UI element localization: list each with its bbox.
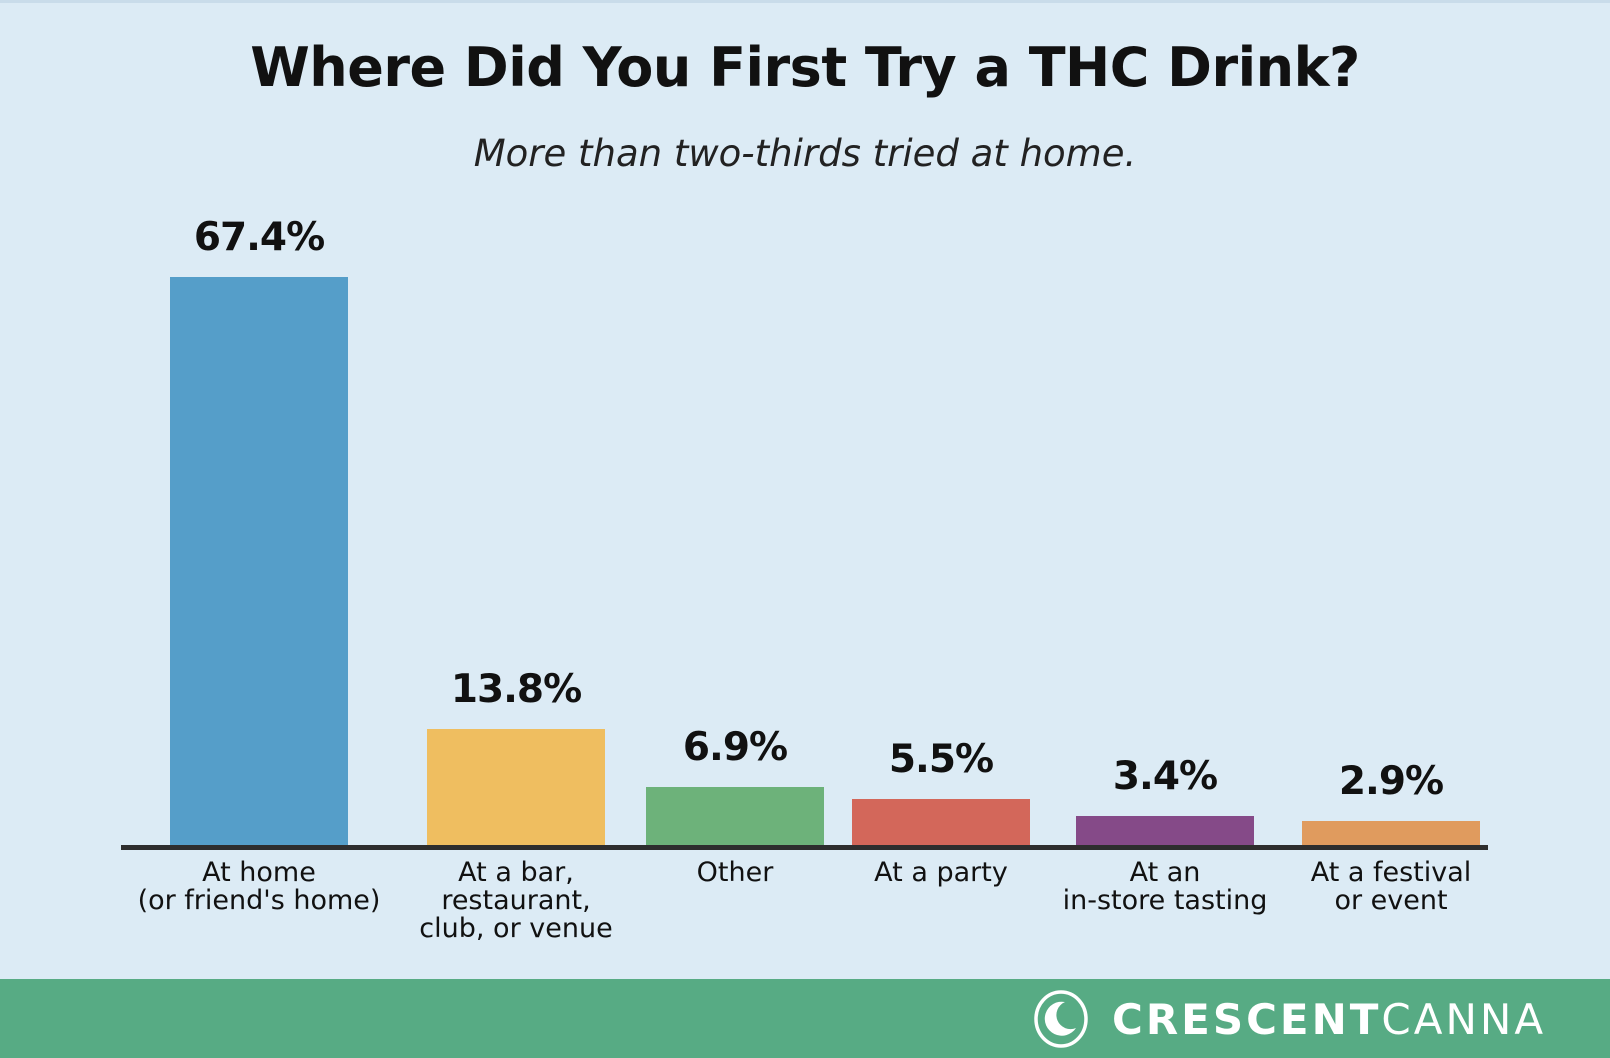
bar-value-label: 13.8% (450, 667, 582, 712)
category-label: At a festival or event (1310, 857, 1472, 916)
x-axis-line (121, 845, 1488, 850)
chart-subtitle: More than two-thirds tried at home. (473, 132, 1137, 175)
brand-name-bold: CRESCENT (1112, 994, 1382, 1044)
chart-title: Where Did You First Try a THC Drink? (250, 36, 1360, 99)
category-label: Other (696, 857, 774, 888)
bar (852, 799, 1030, 845)
category-label: At a bar, restaurant, club, or venue (419, 857, 613, 944)
brand-logo: CRESCENTCANNA (1032, 990, 1546, 1048)
bar-value-label: 6.9% (682, 725, 788, 770)
bar-value-label: 5.5% (888, 737, 994, 782)
brand-name-light: CANNA (1381, 994, 1547, 1044)
bar (1076, 816, 1254, 845)
category-label: At a party (874, 857, 1008, 888)
bar-value-label: 3.4% (1112, 754, 1218, 799)
crescent-moon-icon (1034, 990, 1088, 1048)
bar (427, 729, 605, 845)
brand-name: CRESCENTCANNA (1112, 995, 1546, 1044)
category-label: At home (or friend's home) (137, 857, 381, 916)
category-label: At an in-store tasting (1062, 857, 1268, 916)
bar (1302, 821, 1480, 845)
bar-value-label: 2.9% (1338, 759, 1444, 804)
bar (170, 277, 348, 845)
bar (646, 787, 824, 845)
footer-banner (0, 979, 1610, 1058)
top-border (0, 0, 1610, 3)
bar-value-label: 67.4% (193, 215, 325, 260)
